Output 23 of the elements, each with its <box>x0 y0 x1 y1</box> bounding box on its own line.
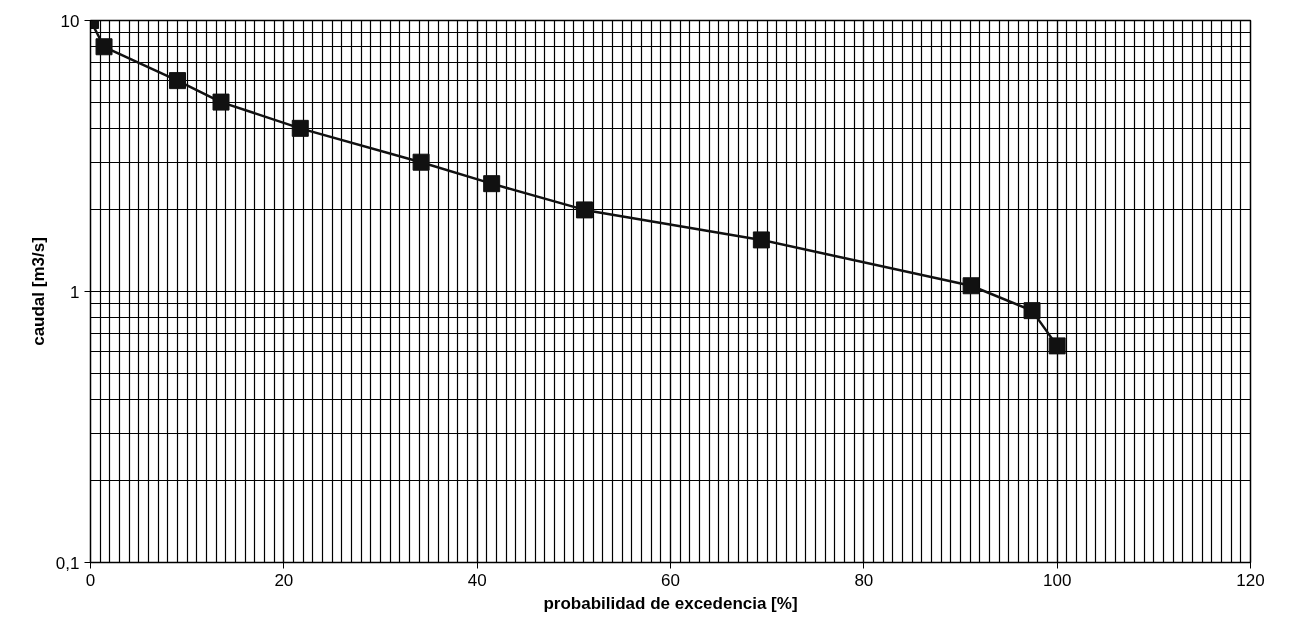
x-tick-label: 120 <box>1236 570 1265 590</box>
x-tick-label: 100 <box>1042 570 1072 590</box>
y-tick-label: 0,1 <box>55 553 80 573</box>
point <box>95 38 113 56</box>
y-axis-title: caudal [m3/s] <box>28 237 48 346</box>
point <box>483 175 501 193</box>
y-tick-label: 1 <box>70 282 80 302</box>
point <box>212 93 230 111</box>
point <box>291 119 309 137</box>
point <box>169 72 186 90</box>
point <box>575 201 593 219</box>
point <box>962 277 980 295</box>
x-tick-label: 40 <box>467 570 487 590</box>
point <box>1023 302 1041 320</box>
x-tick-label: 80 <box>854 570 874 590</box>
x-tick-label: 20 <box>274 570 294 590</box>
x-tick-label: 60 <box>661 570 680 590</box>
x-axis-title: probabilidad de excedencia [%] <box>543 593 798 613</box>
point <box>412 153 430 171</box>
point <box>1048 337 1066 355</box>
x-tick-label: 0 <box>85 570 96 590</box>
point <box>752 231 770 249</box>
y-tick-label: 10 <box>60 11 80 31</box>
